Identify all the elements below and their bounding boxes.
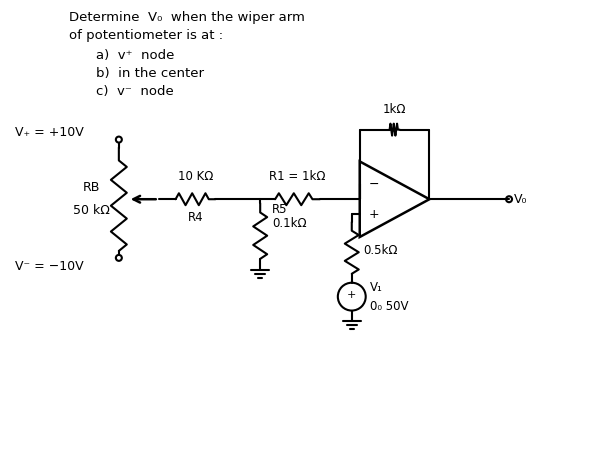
Text: R5: R5 (272, 203, 287, 216)
Text: 0.1kΩ: 0.1kΩ (272, 217, 307, 230)
Text: RB: RB (82, 181, 100, 194)
Text: V₁: V₁ (370, 280, 382, 294)
Text: V₀: V₀ (514, 193, 528, 206)
Text: 10 KΩ: 10 KΩ (178, 170, 213, 184)
Text: V₊ = +10V: V₊ = +10V (15, 125, 84, 139)
Text: b)  in the center: b) in the center (96, 67, 204, 80)
Text: −: − (368, 178, 379, 191)
Text: R4: R4 (188, 211, 203, 224)
Text: +: + (347, 289, 356, 300)
Text: 50 kΩ: 50 kΩ (73, 204, 110, 217)
Text: V⁻ = −10V: V⁻ = −10V (15, 260, 84, 273)
Text: of potentiometer is at :: of potentiometer is at : (69, 29, 223, 42)
Text: R1 = 1kΩ: R1 = 1kΩ (269, 170, 325, 184)
Text: a)  v⁺  node: a) v⁺ node (96, 49, 174, 62)
Text: 0₀ 50V: 0₀ 50V (370, 299, 408, 313)
Text: c)  v⁻  node: c) v⁻ node (96, 85, 174, 98)
Text: Determine  V₀  when the wiper arm: Determine V₀ when the wiper arm (69, 11, 305, 24)
Text: 1kΩ: 1kΩ (383, 103, 407, 116)
Text: +: + (368, 208, 379, 220)
Text: 0.5kΩ: 0.5kΩ (364, 244, 398, 257)
